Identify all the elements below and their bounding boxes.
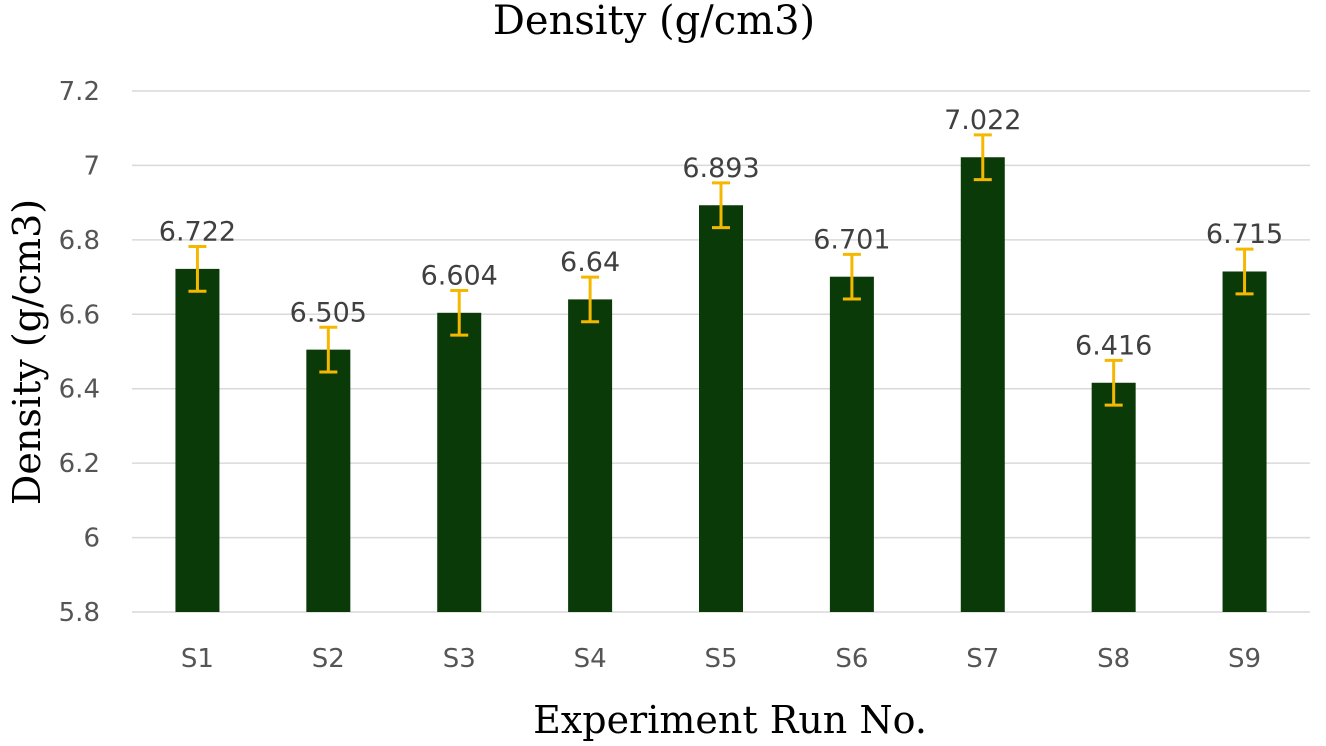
error-bar — [973, 133, 992, 182]
x-axis-tick-labels: S1 S2 S3 S4 S5 S6 S7 S8 S9 — [181, 644, 1261, 674]
x-tick-label: S6 — [835, 644, 868, 674]
bar — [175, 268, 220, 612]
bars — [175, 157, 1267, 612]
data-label: 6.893 — [682, 153, 759, 184]
error-bar — [1104, 358, 1123, 407]
x-tick-label: S1 — [181, 644, 214, 674]
data-labels: 6.722 6.505 6.604 6.64 6.893 6.701 7.022 6.416 6… — [159, 105, 1283, 362]
x-tick-label: S8 — [1097, 644, 1130, 674]
y-tick-label: 6 — [83, 524, 100, 554]
y-axis-title: Density (g/cm3) — [5, 199, 49, 505]
y-axis-tick-labels: 5.8 6 6.2 6.4 6.6 6.8 7 7.2 — [59, 77, 100, 628]
error-bar — [712, 181, 730, 230]
error-bar — [842, 252, 861, 301]
y-tick-label: 6.4 — [59, 375, 100, 405]
bar — [1222, 271, 1267, 612]
data-label: 6.722 — [159, 217, 236, 248]
bar — [437, 312, 482, 612]
bar — [699, 205, 743, 612]
y-tick-label: 6.8 — [59, 226, 100, 256]
data-label: 6.505 — [290, 297, 367, 328]
error-bars — [188, 133, 1254, 407]
data-label: 6.604 — [421, 260, 498, 291]
error-bar — [188, 245, 207, 293]
bar — [306, 349, 351, 612]
y-tick-label: 6.2 — [59, 449, 100, 479]
bar — [1091, 382, 1136, 612]
bar — [829, 276, 874, 612]
y-tick-label: 7 — [83, 151, 100, 181]
y-tick-label: 5.8 — [59, 598, 100, 628]
data-label: 7.022 — [944, 105, 1021, 136]
x-tick-label: S4 — [574, 644, 607, 674]
error-bar — [319, 325, 338, 374]
x-tick-label: S5 — [704, 644, 737, 674]
x-tick-label: S9 — [1228, 644, 1261, 674]
chart-title: Density (g/cm3) — [493, 0, 815, 44]
x-tick-label: S7 — [966, 644, 999, 674]
data-label: 6.64 — [560, 247, 620, 278]
x-tick-label: S2 — [312, 644, 345, 674]
error-bar — [581, 275, 600, 324]
error-bar — [450, 288, 469, 337]
data-label: 6.701 — [813, 224, 890, 255]
error-bar — [1235, 247, 1254, 296]
bar — [568, 299, 613, 612]
data-label: 6.416 — [1075, 330, 1152, 361]
bar — [960, 157, 1005, 612]
y-tick-label: 6.6 — [59, 300, 100, 330]
x-axis-title: Experiment Run No. — [533, 698, 927, 742]
y-tick-label: 7.2 — [59, 77, 100, 107]
x-tick-label: S3 — [443, 644, 476, 674]
data-label: 6.715 — [1206, 219, 1283, 250]
